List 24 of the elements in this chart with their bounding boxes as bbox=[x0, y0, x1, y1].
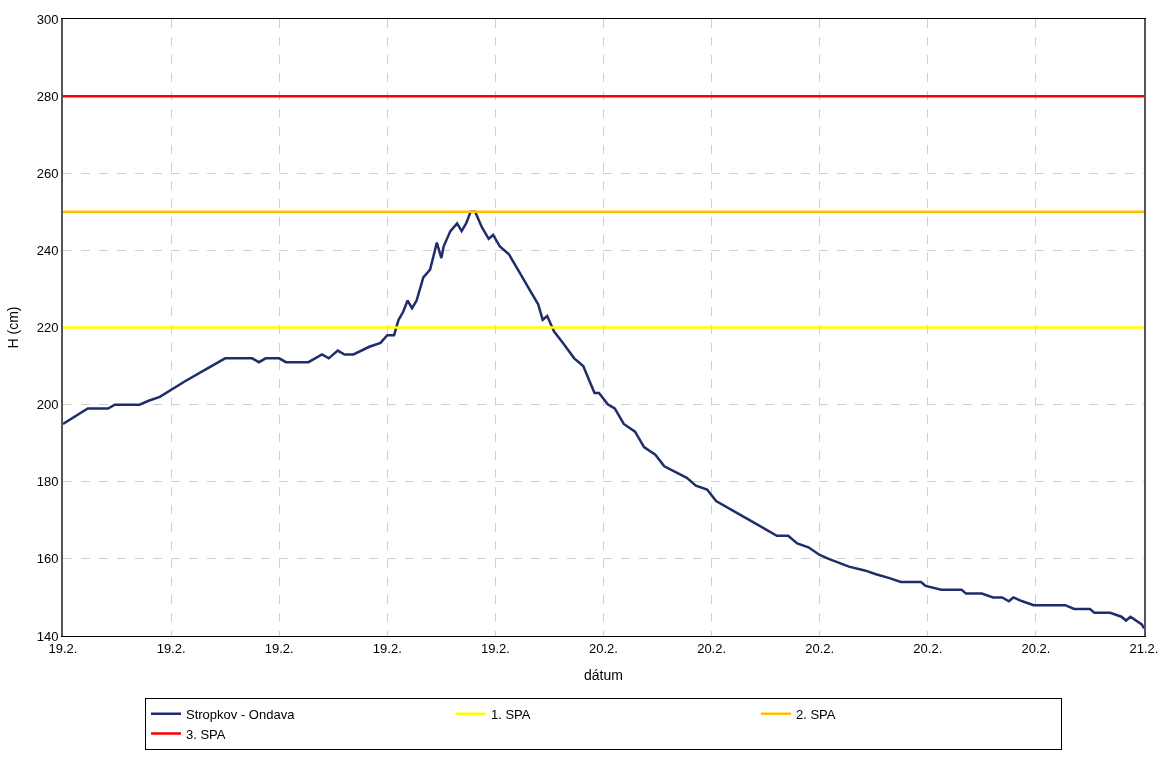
legend-label: 1. SPA bbox=[491, 706, 531, 722]
x-axis-title: dátum bbox=[584, 666, 623, 683]
y-tick-label: 240 bbox=[36, 242, 59, 258]
legend-label: 3. SPA bbox=[186, 726, 226, 742]
y-tick-label: 180 bbox=[36, 474, 59, 490]
y-axis-title: H (cm) bbox=[4, 306, 21, 349]
x-tick-label: 19.2. bbox=[156, 640, 186, 656]
x-tick-label: 21.2. bbox=[1129, 640, 1159, 656]
x-tick-label: 20.2. bbox=[805, 640, 835, 656]
y-tick-label: 160 bbox=[36, 551, 59, 567]
x-tick-label: 20.2. bbox=[913, 640, 943, 656]
x-tick-label: 19.2. bbox=[480, 640, 510, 656]
x-tick-label: 20.2. bbox=[697, 640, 727, 656]
y-tick-label: 220 bbox=[36, 320, 59, 336]
legend-label: Stropkov - Ondava bbox=[186, 706, 296, 722]
legend-label: 2. SPA bbox=[796, 706, 836, 722]
y-tick-label: 280 bbox=[36, 88, 59, 104]
x-tick-label: 20.2. bbox=[1021, 640, 1051, 656]
y-tick-label: 300 bbox=[36, 11, 59, 27]
x-tick-label: 20.2. bbox=[589, 640, 618, 656]
x-tick-label: 19.2. bbox=[264, 640, 294, 656]
x-tick-label: 19.2. bbox=[372, 640, 402, 656]
y-tick-label: 260 bbox=[36, 165, 59, 181]
y-tick-label: 200 bbox=[36, 397, 59, 413]
